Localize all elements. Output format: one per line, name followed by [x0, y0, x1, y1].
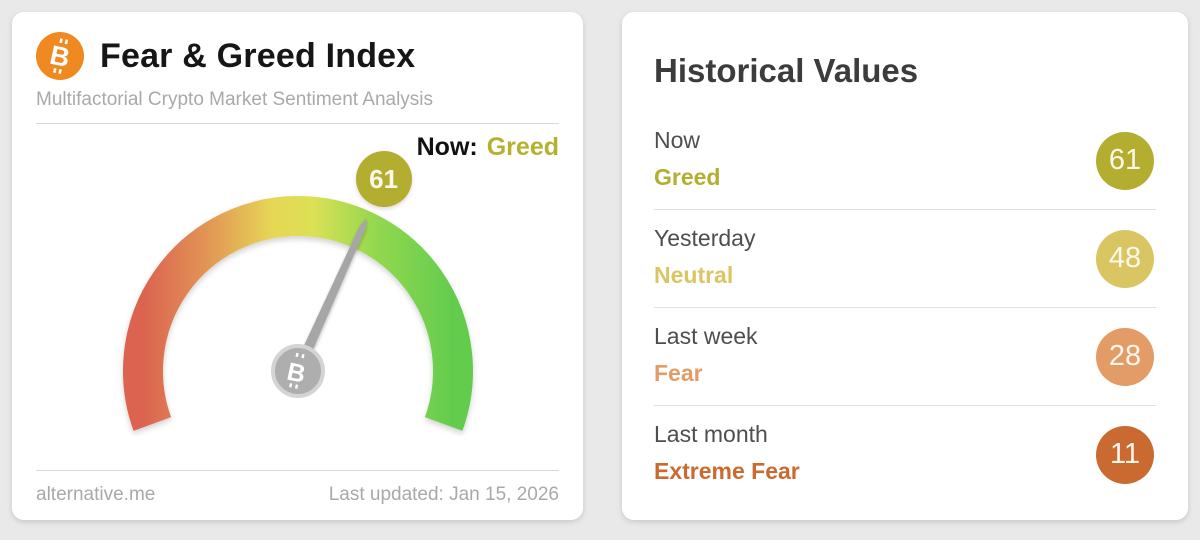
bitcoin-logo-icon: B	[36, 32, 84, 80]
historical-values-card: Historical Values Now Greed 61 Yesterday…	[622, 12, 1188, 520]
gauge-needle-group	[289, 217, 367, 381]
gauge-arc	[122, 196, 473, 431]
header-divider	[36, 123, 559, 124]
history-row-now: Now Greed 61	[654, 112, 1156, 210]
history-row-label: Last week	[654, 323, 758, 349]
history-row-last-month: Last month Extreme Fear 11	[654, 406, 1156, 503]
last-updated-text: Last updated: Jan 15, 2026	[328, 484, 559, 505]
gauge-svg: B	[122, 196, 473, 431]
fear-greed-index-card: B Fear & Greed Index Multifactorial Cryp…	[12, 12, 583, 520]
history-row-sentiment: Fear	[654, 360, 703, 386]
gauge-needle	[289, 217, 367, 381]
history-row-label: Last month	[654, 421, 768, 447]
card-header: B Fear & Greed Index	[36, 32, 559, 80]
card-footer: alternative.me Last updated: Jan 15, 202…	[36, 470, 559, 506]
footer-divider	[36, 470, 559, 471]
now-sentiment-value: Greed	[486, 133, 559, 161]
history-value-badge: 28	[1096, 327, 1154, 386]
history-value-badge: 11	[1096, 425, 1154, 484]
page-subtitle: Multifactorial Crypto Market Sentiment A…	[36, 89, 434, 110]
current-sentiment-row: Now: Greed	[36, 130, 559, 164]
now-label: Now:	[416, 133, 478, 161]
history-row-last-week: Last week Fear 28	[654, 308, 1156, 406]
history-row-label: Now	[654, 127, 701, 153]
history-row-sentiment: Neutral	[654, 262, 734, 288]
history-row-sentiment: Extreme Fear	[654, 458, 800, 484]
svg-text:B: B	[284, 358, 307, 389]
gauge-hub-bitcoin-icon: B	[284, 352, 308, 389]
page-title: Fear & Greed Index	[100, 36, 416, 75]
history-row-yesterday: Yesterday Neutral 48	[654, 210, 1156, 308]
history-value-badge: 48	[1096, 229, 1154, 288]
history-row-label: Yesterday	[654, 225, 756, 251]
gauge-value-badge: 61	[355, 151, 412, 208]
source-link[interactable]: alternative.me	[36, 484, 156, 505]
historical-values-title: Historical Values	[654, 52, 919, 89]
gauge: B 61	[38, 126, 558, 436]
history-value-badge: 61	[1096, 131, 1154, 190]
gauge-hub	[270, 344, 325, 398]
history-row-sentiment: Greed	[654, 164, 721, 190]
